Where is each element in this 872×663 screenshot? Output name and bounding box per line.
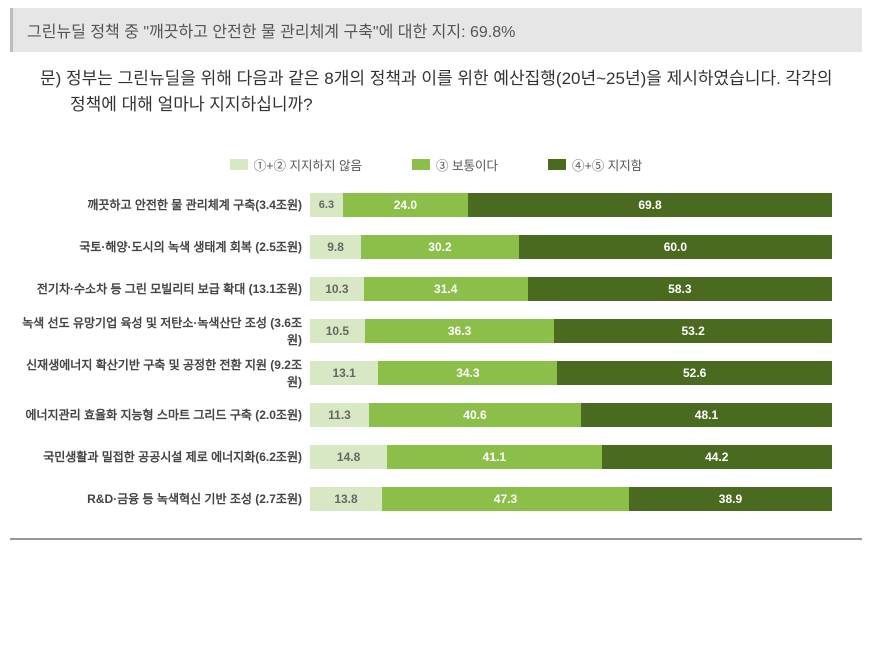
segment-value: 38.9 bbox=[719, 492, 742, 506]
bar-track: 14.8 41.1 44.2 bbox=[310, 445, 832, 469]
segment-value: 24.0 bbox=[394, 198, 417, 212]
chart-row: 녹색 선도 유망기업 육성 및 저탄소·녹색산단 조성 (3.6조원)10.53… bbox=[20, 318, 832, 344]
legend-label-a: ①+② 지지하지 않음 bbox=[254, 155, 362, 174]
segment-value: 10.3 bbox=[325, 282, 348, 296]
bar-segment-neutral: 34.3 bbox=[378, 361, 557, 385]
bar-segment-support: 52.6 bbox=[557, 361, 832, 385]
segment-value: 13.1 bbox=[333, 366, 356, 380]
survey-question: 문) 정부는 그린뉴딜을 위해 다음과 같은 8개의 정책과 이를 위한 예산집… bbox=[10, 52, 862, 129]
segment-value: 36.3 bbox=[448, 324, 471, 338]
bar-track: 6.3 24.0 69.8 bbox=[310, 193, 832, 217]
row-label: 국민생활과 밀접한 공공시설 제로 에너지화(6.2조원) bbox=[20, 448, 310, 465]
bar-segment-neutral: 36.3 bbox=[365, 319, 554, 343]
bar-segment-neutral: 40.6 bbox=[369, 403, 581, 427]
legend-swatch-b bbox=[412, 159, 430, 170]
segment-value: 69.8 bbox=[638, 198, 661, 212]
bar-segment-support: 69.8 bbox=[468, 193, 832, 217]
footer-divider bbox=[10, 538, 862, 540]
chart-row: 국민생활과 밀접한 공공시설 제로 에너지화(6.2조원) 14.8 41.1 44.… bbox=[20, 444, 832, 470]
segment-value: 30.2 bbox=[428, 240, 451, 254]
bar-segment-neutral: 31.4 bbox=[364, 277, 528, 301]
bar-segment-neutral: 47.3 bbox=[382, 487, 629, 511]
bar-segment-not-support: 13.1 bbox=[310, 361, 378, 385]
row-label: 깨끗하고 안전한 물 관리체계 구축(3.4조원) bbox=[20, 196, 310, 213]
row-label: R&D·금융 등 녹색혁신 기반 조성 (2.7조원) bbox=[20, 490, 310, 507]
bar-track: 9.8 30.2 60.0 bbox=[310, 235, 832, 259]
bar-segment-neutral: 30.2 bbox=[361, 235, 519, 259]
bar-segment-support: 53.2 bbox=[554, 319, 832, 343]
row-label: 국토·해양·도시의 녹색 생태계 회복 (2.5조원) bbox=[20, 238, 310, 255]
chart-row: 국토·해양·도시의 녹색 생태계 회복 (2.5조원) 9.8 30.2 60.0 bbox=[20, 234, 832, 260]
segment-value: 11.3 bbox=[328, 408, 351, 422]
segment-value: 13.8 bbox=[334, 492, 357, 506]
segment-value: 10.5 bbox=[326, 324, 349, 338]
legend-swatch-c bbox=[548, 159, 566, 170]
legend-item-support: ④+⑤ 지지함 bbox=[548, 155, 642, 174]
segment-value: 34.3 bbox=[456, 366, 479, 380]
segment-value: 58.3 bbox=[668, 282, 691, 296]
legend-item-not-support: ①+② 지지하지 않음 bbox=[230, 155, 362, 174]
segment-value: 6.3 bbox=[319, 199, 334, 211]
segment-value: 52.6 bbox=[683, 366, 706, 380]
chart-row: 전기차·수소차 등 그린 모빌리티 보급 확대 (13.1조원) 10.3 31.4… bbox=[20, 276, 832, 302]
bar-track: 10.3 31.4 58.3 bbox=[310, 277, 832, 301]
segment-value: 47.3 bbox=[494, 492, 517, 506]
bar-track: 13.8 47.3 38.9 bbox=[310, 487, 832, 511]
bar-segment-not-support: 13.8 bbox=[310, 487, 382, 511]
legend-item-neutral: ③ 보통이다 bbox=[412, 155, 498, 174]
legend-swatch-a bbox=[230, 159, 248, 170]
bar-track: 13.1 34.3 52.6 bbox=[310, 361, 832, 385]
segment-value: 53.2 bbox=[681, 324, 704, 338]
bar-segment-not-support: 6.3 bbox=[310, 193, 343, 217]
page-title: 그린뉴딜 정책 중 "깨끗하고 안전한 물 관리체계 구축"에 대한 지지: 6… bbox=[27, 24, 515, 41]
bar-segment-support: 38.9 bbox=[629, 487, 832, 511]
row-label: 전기차·수소차 등 그린 모빌리티 보급 확대 (13.1조원) bbox=[20, 280, 310, 297]
legend-label-b: ③ 보통이다 bbox=[436, 155, 498, 174]
chart-row: 에너지관리 효율화 지능형 스마트 그리드 구축 (2.0조원) 11.3 40.6… bbox=[20, 402, 832, 428]
bar-segment-not-support: 9.8 bbox=[310, 235, 361, 259]
segment-value: 14.8 bbox=[337, 450, 360, 464]
chart-row: R&D·금융 등 녹색혁신 기반 조성 (2.7조원) 13.8 47.3 38.9 bbox=[20, 486, 832, 512]
row-label: 녹색 선도 유망기업 육성 및 저탄소·녹색산단 조성 (3.6조원) bbox=[20, 314, 310, 348]
bar-segment-not-support: 10.5 bbox=[310, 319, 365, 343]
title-bar: 그린뉴딜 정책 중 "깨끗하고 안전한 물 관리체계 구축"에 대한 지지: 6… bbox=[10, 8, 862, 52]
row-label: 신재생에너지 확산기반 구축 및 공정한 전환 지원 (9.2조원) bbox=[20, 356, 310, 390]
segment-value: 41.1 bbox=[483, 450, 506, 464]
bar-segment-not-support: 14.8 bbox=[310, 445, 387, 469]
bar-segment-neutral: 41.1 bbox=[387, 445, 601, 469]
segment-value: 48.1 bbox=[695, 408, 718, 422]
bar-track: 10.5 36.3 53.2 bbox=[310, 319, 832, 343]
bar-segment-support: 58.3 bbox=[528, 277, 832, 301]
legend-label-c: ④+⑤ 지지함 bbox=[572, 155, 642, 174]
bar-segment-not-support: 10.3 bbox=[310, 277, 364, 301]
chart-legend: ①+② 지지하지 않음 ③ 보통이다 ④+⑤ 지지함 bbox=[10, 155, 862, 174]
bar-segment-neutral: 24.0 bbox=[343, 193, 468, 217]
bar-segment-support: 60.0 bbox=[519, 235, 832, 259]
bar-track: 11.3 40.6 48.1 bbox=[310, 403, 832, 427]
bar-segment-not-support: 11.3 bbox=[310, 403, 369, 427]
stacked-bar-chart: 깨끗하고 안전한 물 관리체계 구축(3.4조원) 6.3 24.0 69.8 국토·해… bbox=[10, 192, 862, 512]
bar-segment-support: 48.1 bbox=[581, 403, 832, 427]
segment-value: 9.8 bbox=[327, 240, 344, 254]
chart-row: 깨끗하고 안전한 물 관리체계 구축(3.4조원) 6.3 24.0 69.8 bbox=[20, 192, 832, 218]
segment-value: 31.4 bbox=[434, 282, 457, 296]
segment-value: 44.2 bbox=[705, 450, 728, 464]
segment-value: 60.0 bbox=[664, 240, 687, 254]
segment-value: 40.6 bbox=[463, 408, 486, 422]
row-label: 에너지관리 효율화 지능형 스마트 그리드 구축 (2.0조원) bbox=[20, 406, 310, 423]
chart-row: 신재생에너지 확산기반 구축 및 공정한 전환 지원 (9.2조원)13.134… bbox=[20, 360, 832, 386]
bar-segment-support: 44.2 bbox=[602, 445, 833, 469]
